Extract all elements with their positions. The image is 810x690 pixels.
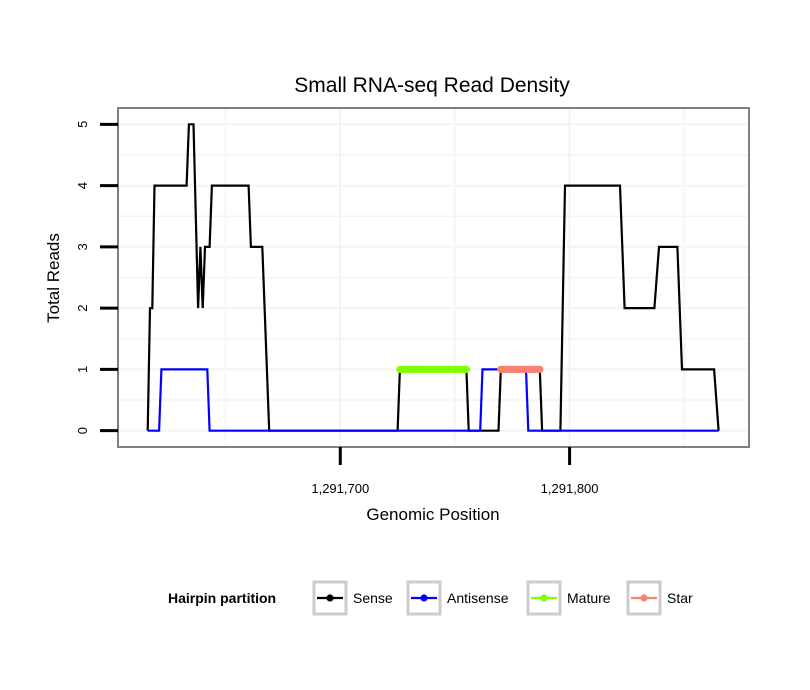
x-axis-title: Genomic Position — [366, 505, 499, 524]
y-tick-label: 1 — [75, 366, 90, 373]
y-tick-label: 2 — [75, 305, 90, 312]
x-axis: 1,291,700 1,291,800 — [311, 447, 599, 496]
y-tick-label: 0 — [75, 427, 90, 434]
series-point-mature — [462, 365, 471, 374]
legend-key-point — [640, 594, 648, 602]
legend-item-star: Star — [626, 580, 693, 616]
legend-item-antisense: Antisense — [406, 580, 509, 616]
legend: Hairpin partition Sense Antisense Mature St… — [168, 580, 693, 616]
legend-label: Mature — [567, 590, 611, 606]
y-axis-title: Total Reads — [44, 233, 63, 323]
grid-lines — [119, 109, 748, 446]
x-tick-label: 1,291,700 — [311, 481, 369, 496]
legend-label: Sense — [353, 590, 393, 606]
y-tick-label: 3 — [75, 243, 90, 250]
legend-key-point — [326, 594, 334, 602]
legend-key-point — [540, 594, 548, 602]
x-tick-label: 1,291,800 — [541, 481, 599, 496]
legend-item-mature: Mature — [526, 580, 611, 616]
series-point-star — [536, 365, 544, 374]
y-axis: 0 1 2 3 4 5 — [75, 121, 118, 434]
legend-item-sense: Sense — [312, 580, 393, 616]
series-line-antisense — [147, 368, 719, 432]
plot-area — [146, 123, 720, 432]
y-tick-label: 5 — [75, 121, 90, 128]
legend-key-point — [420, 594, 428, 602]
legend-label: Star — [667, 590, 693, 606]
chart-title: Small RNA-seq Read Density — [294, 74, 570, 97]
legend-label: Antisense — [447, 590, 509, 606]
y-tick-label: 4 — [75, 182, 90, 189]
legend-title: Hairpin partition — [168, 590, 276, 606]
plot-panel-border — [117, 107, 750, 448]
